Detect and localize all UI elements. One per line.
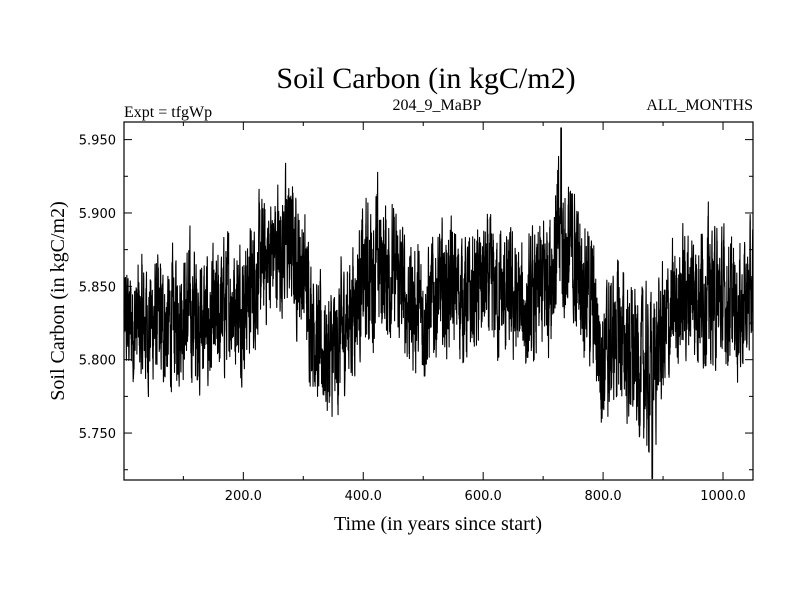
y-tick-label: 5.900 (79, 207, 116, 222)
y-tick-label: 5.750 (79, 427, 116, 442)
y-tick-label: 5.950 (79, 134, 116, 149)
x-tick-label: 1000.0 (700, 489, 746, 504)
y-tick-label: 5.800 (79, 354, 116, 369)
series-layer (123, 127, 754, 480)
y-axis-label: Soil Carbon (in kgC/m2) (47, 201, 69, 400)
tick-layer: 200.0 400.0 600.0 800.0 1000.0 5.750 5.800 5.85… (79, 122, 753, 504)
x-tick-label: 600.0 (465, 489, 502, 504)
x-axis-label: Time (in years since start) (334, 513, 542, 535)
chart-title: Soil Carbon (in kgC/m2) (276, 62, 575, 95)
experiment-label: Expt = tfgWp (124, 104, 212, 121)
x-tick-label: 800.0 (584, 489, 621, 504)
run-label: 204_9_MaBP (393, 97, 482, 114)
x-tick-label: 400.0 (345, 489, 382, 504)
y-tick-label: 5.850 (79, 280, 116, 295)
plot-frame (123, 121, 754, 481)
series-line (123, 127, 754, 480)
months-label: ALL_MONTHS (646, 97, 753, 114)
x-tick-label: 200.0 (225, 489, 262, 504)
